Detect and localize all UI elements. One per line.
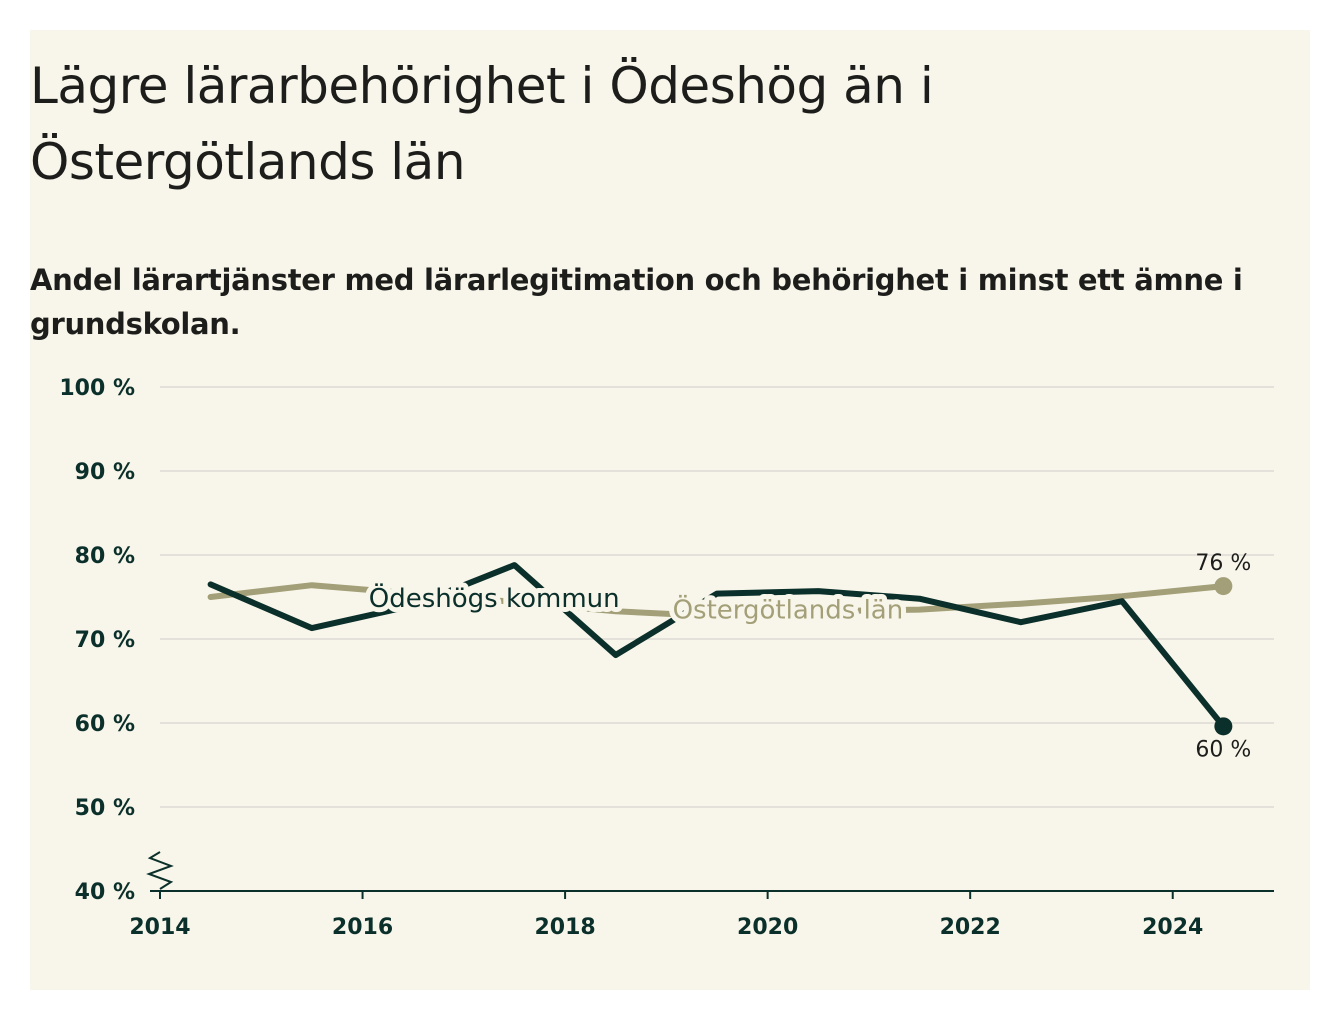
- y-tick-label: 70 %: [75, 628, 135, 653]
- x-tick-label: 2020: [737, 915, 798, 940]
- end-marker-ostergotland: [1214, 577, 1233, 596]
- y-tick-label: 60 %: [75, 712, 135, 737]
- chart-subtitle: Andel lärartjänster med lärarlegitimatio…: [30, 263, 1243, 341]
- end-marker-odeshog: [1214, 717, 1233, 736]
- end-label-odeshog: 60 %: [1195, 737, 1251, 762]
- series-line-odeshog: [207, 562, 1227, 730]
- x-tick-label: 2014: [129, 915, 190, 940]
- y-tick-label: 40 %: [75, 880, 135, 905]
- y-tick-label: 100 %: [59, 376, 135, 401]
- axis-break-icon: [146, 851, 174, 890]
- series-label-ostergotland: Östergötlands län: [673, 594, 904, 626]
- end-label-ostergotland: 76 %: [1195, 551, 1251, 576]
- y-tick-label: 50 %: [75, 796, 135, 821]
- x-tick-label: 2022: [940, 915, 1001, 940]
- series-label-odeshog: Ödeshögs kommun: [369, 582, 620, 614]
- series-line-ostergotland: [207, 582, 1227, 620]
- x-tick-label: 2018: [534, 915, 595, 940]
- y-tick-label: 90 %: [75, 460, 135, 485]
- x-tick-label: 2024: [1142, 915, 1203, 940]
- y-tick-label: 80 %: [75, 544, 135, 569]
- chart-title: Lägre lärarbehörighet i Ödeshög än i Öst…: [30, 57, 934, 191]
- x-tick-label: 2016: [332, 915, 393, 940]
- chart-card: Lägre lärarbehörighet i Ödeshög än i Öst…: [30, 30, 1310, 990]
